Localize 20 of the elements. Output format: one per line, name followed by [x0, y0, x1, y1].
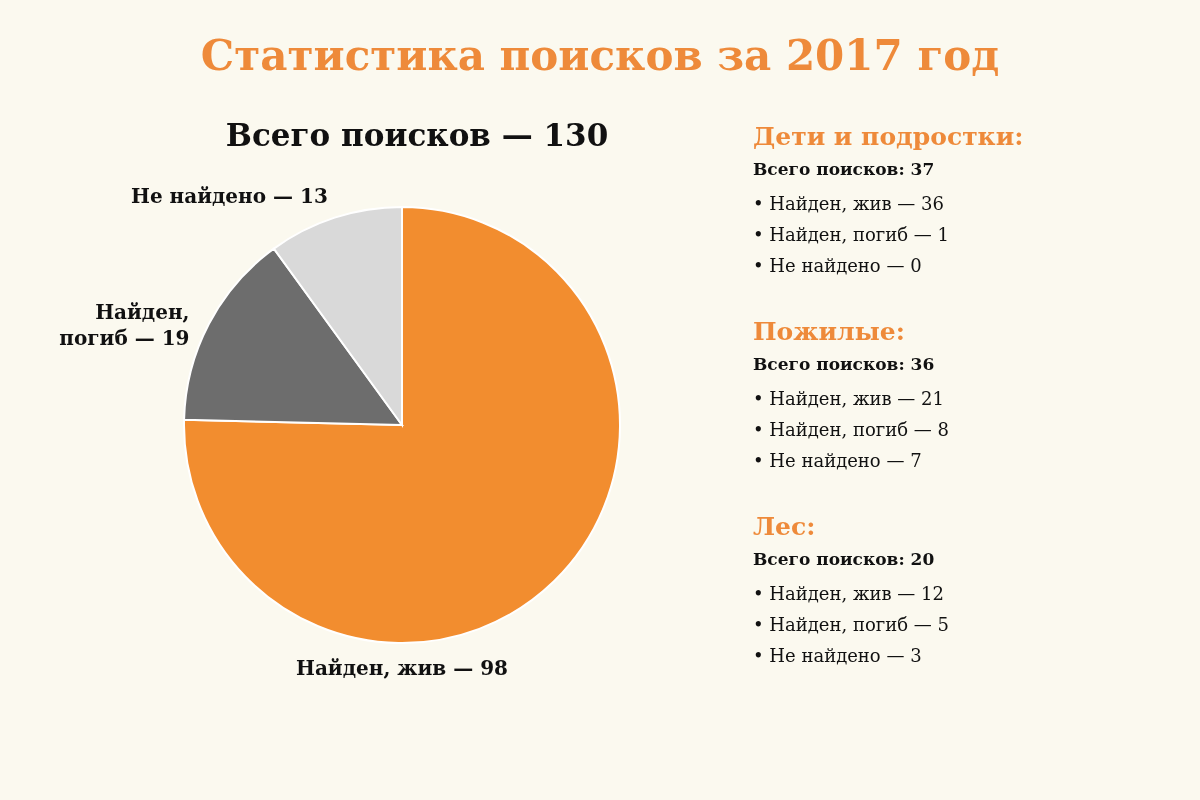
- text: • Не найдено — 0: [753, 255, 922, 276]
- text: Лес:: [753, 512, 816, 541]
- text: • Не найдено — 3: [753, 645, 922, 666]
- text: • Не найдено — 7: [753, 450, 922, 471]
- text: • Найден, погиб — 8: [753, 419, 949, 440]
- slice-label: Найден, жив — 98: [296, 656, 508, 680]
- text: Всего поисков: 37: [753, 159, 935, 179]
- slice-label: Не найдено — 13: [131, 183, 328, 208]
- text: • Найден, жив — 36: [753, 193, 944, 214]
- text: • Найден, погиб — 5: [753, 614, 949, 635]
- text: • Найден, жив — 21: [753, 388, 944, 409]
- slice-label: Найден, погиб — 19: [59, 300, 190, 351]
- text: Дети и подростки:: [753, 122, 1024, 151]
- text: Пожилые:: [753, 317, 905, 346]
- text: • Найден, жив — 12: [753, 583, 944, 604]
- text: Всего поисков: 36: [753, 354, 935, 374]
- chart-title: Статистика поисков за 2017 год: [200, 31, 1000, 80]
- chart-subtitle: Всего поисков — 130: [225, 117, 609, 153]
- text: Всего поисков: 20: [753, 549, 935, 569]
- text: • Найден, погиб — 1: [753, 224, 949, 245]
